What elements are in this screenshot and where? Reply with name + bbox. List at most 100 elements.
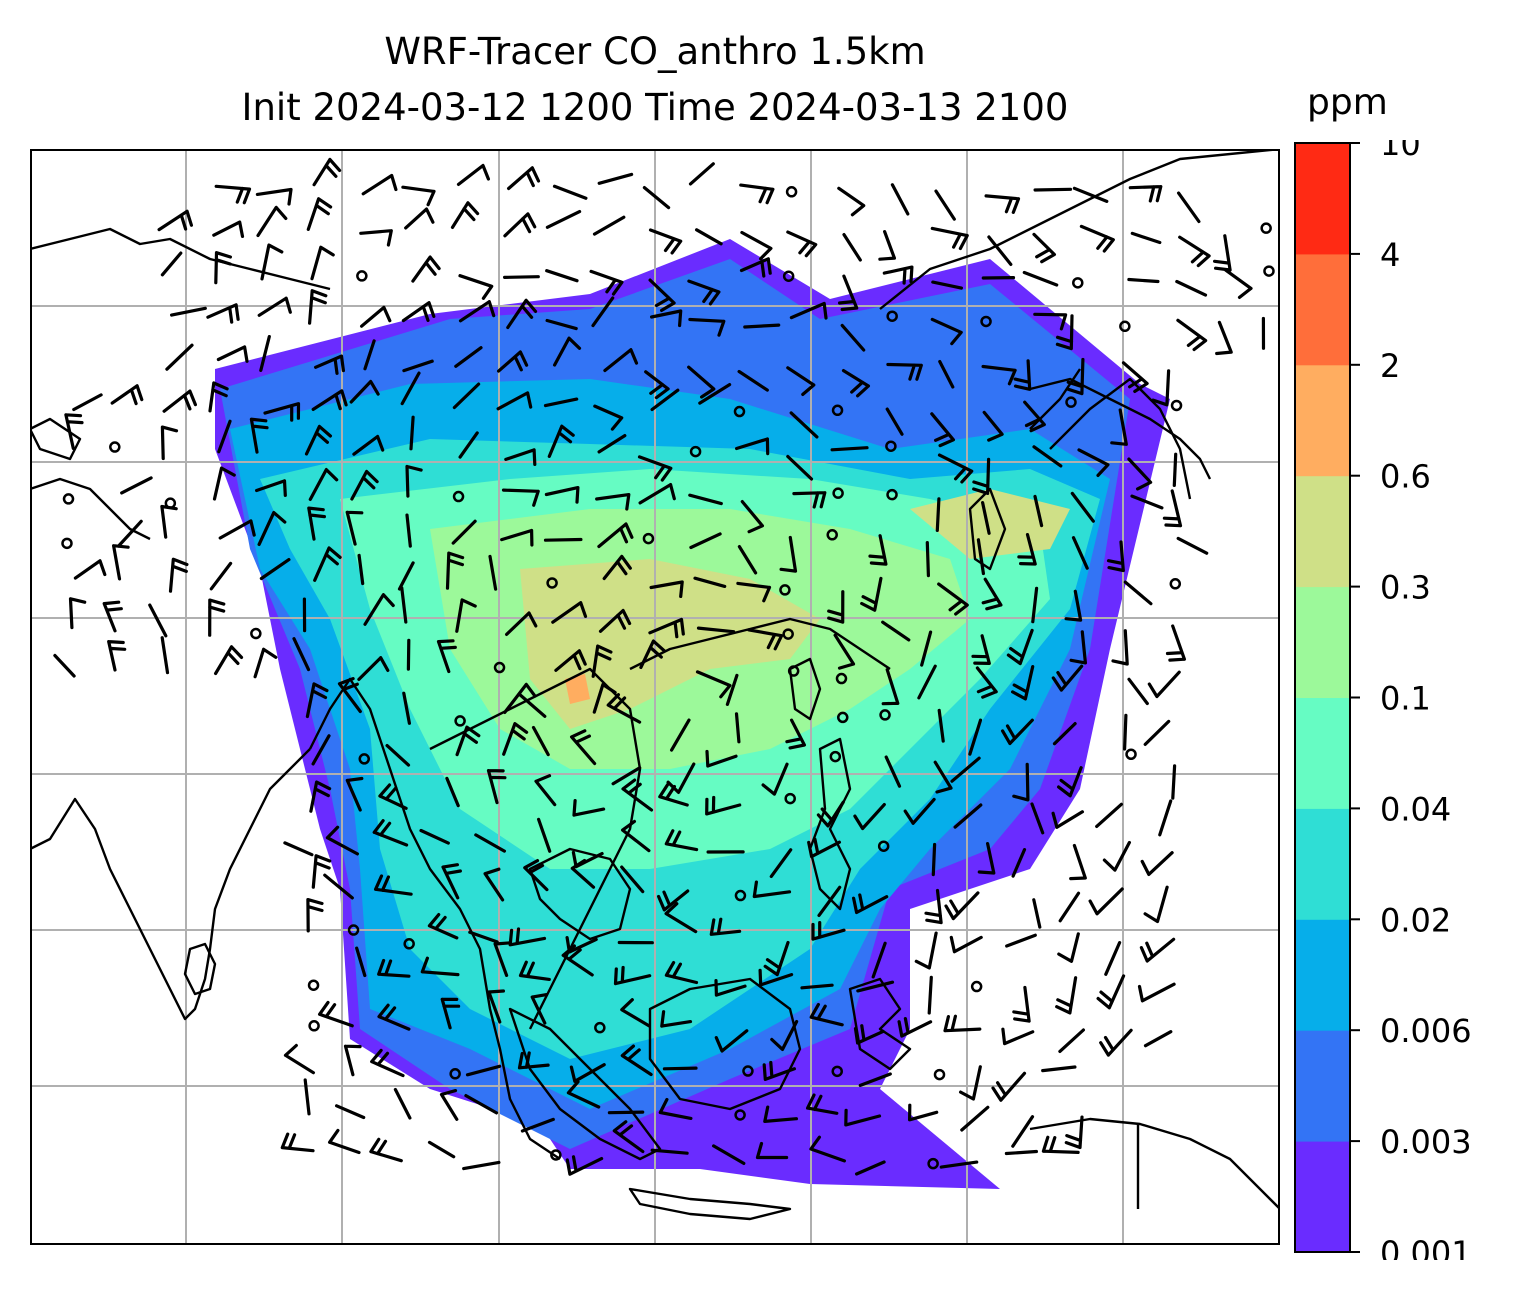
wind-barb	[1033, 312, 1068, 331]
colorbar-tick-label: 0.1	[1380, 680, 1431, 718]
wind-barb	[311, 389, 348, 411]
wind-barb	[1088, 887, 1124, 916]
wind-barb	[1158, 799, 1173, 837]
wind-barb	[881, 620, 911, 642]
wind-barb	[972, 457, 991, 495]
wind-barb	[307, 506, 326, 541]
wind-barb	[214, 251, 232, 285]
wind-barb	[734, 712, 741, 744]
wind-barb	[933, 760, 953, 794]
wind-barb	[1077, 448, 1110, 477]
wind-barb	[705, 795, 742, 816]
wind-barb	[1013, 359, 1032, 391]
calm-wind-marker	[689, 445, 702, 458]
wind-barb	[903, 797, 936, 825]
wind-barb	[991, 1071, 1027, 1102]
wind-barb	[806, 1093, 839, 1115]
wind-barb	[283, 841, 314, 857]
wind-barb	[404, 207, 435, 230]
wind-barb	[531, 725, 550, 757]
wind-barb	[570, 729, 597, 766]
wind-barb	[1099, 1028, 1133, 1057]
wind-barb	[855, 1160, 886, 1176]
wind-barb	[842, 233, 862, 262]
wind-barb	[452, 382, 481, 410]
calm-wind-marker	[1119, 320, 1131, 333]
colorbar-swatches	[1295, 143, 1350, 1253]
wind-barb	[917, 664, 937, 700]
wind-barb	[216, 345, 249, 363]
wind-barb	[606, 693, 642, 724]
wind-barb	[543, 397, 579, 408]
calm-wind-marker	[109, 441, 121, 453]
map-canvas	[30, 149, 1280, 1245]
wind-barb	[534, 774, 557, 807]
wind-barb	[1165, 624, 1186, 662]
wind-barb	[397, 561, 415, 591]
wind-barb	[939, 1160, 979, 1169]
wind-barb	[372, 819, 409, 847]
wind-barb	[68, 597, 87, 630]
wind-barb	[259, 335, 271, 372]
wind-barb	[975, 666, 998, 699]
wind-barb	[304, 424, 332, 456]
wind-barb	[930, 317, 963, 346]
wind-barb	[306, 197, 333, 231]
wind-barb	[1143, 885, 1169, 924]
wind-barb	[496, 391, 533, 411]
calm-wind-marker	[550, 1149, 562, 1161]
wind-barb	[208, 381, 229, 413]
wind-barb	[107, 640, 127, 672]
colorbar-swatch-2	[1295, 919, 1350, 1031]
wind-barb	[1017, 533, 1037, 566]
calm-wind-marker	[1170, 399, 1183, 412]
wind-barb	[1011, 848, 1027, 878]
wind-barb	[589, 269, 624, 296]
wind-barb	[1023, 400, 1046, 433]
wind-barb	[337, 677, 362, 714]
wind-barb	[1096, 974, 1126, 1010]
wind-barb	[1001, 1027, 1035, 1046]
wind-barb	[1178, 235, 1211, 268]
wind-barb	[458, 431, 479, 459]
wind-barb	[981, 577, 1003, 611]
wind-barb	[361, 173, 398, 196]
wind-barb	[1005, 933, 1037, 948]
wind-barb	[311, 854, 332, 889]
wind-barb	[1030, 802, 1045, 835]
calm-wind-marker	[493, 661, 506, 674]
calm-wind-marker	[452, 490, 465, 503]
calm-wind-marker	[787, 665, 800, 677]
map-panel	[30, 149, 1280, 1245]
wind-barb	[642, 186, 671, 210]
wind-barb	[255, 187, 293, 206]
wind-barb	[283, 1043, 315, 1075]
calm-wind-marker	[980, 315, 992, 328]
wind-barb	[120, 476, 153, 495]
colorbar-tick-label: 0.6	[1380, 458, 1431, 496]
wind-barb	[769, 848, 793, 878]
wind-barb	[758, 968, 794, 987]
calm-wind-marker	[779, 584, 791, 596]
wind-barb	[162, 389, 197, 413]
wind-barb	[318, 1000, 354, 1028]
wind-barb	[1172, 452, 1178, 487]
wind-barb	[693, 576, 727, 588]
wind-barb	[1051, 664, 1084, 692]
wind-barb	[621, 778, 654, 812]
wind-barb	[502, 722, 529, 756]
wind-barb	[405, 513, 412, 548]
wind-barb	[523, 859, 549, 892]
wind-barb	[687, 365, 716, 399]
wind-barb	[591, 296, 615, 328]
wind-barb	[595, 493, 631, 511]
wind-barb	[914, 931, 938, 970]
wind-barb	[64, 413, 84, 450]
wind-barb	[591, 644, 613, 678]
wind-barb	[786, 230, 818, 258]
calm-wind-marker	[250, 627, 262, 640]
wind-barb	[1058, 1028, 1085, 1053]
wind-barb	[308, 468, 339, 501]
wind-barb	[1140, 851, 1174, 876]
colorbar: 0.001 0.003 0.006 0.02 0.04 0.1 0.3 0.6 2 4 10	[1294, 140, 1472, 1260]
